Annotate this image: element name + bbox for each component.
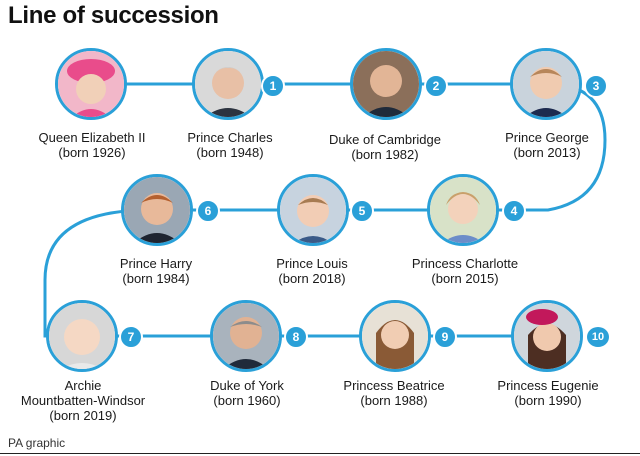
person-born: (born 1948) [196,145,264,160]
person-card-queen: Queen Elizabeth II (born 1926) [7,48,177,198]
rank-badge: 10 [585,325,611,349]
person-name: Prince Harry [119,256,193,271]
person-born: (born 2019) [49,408,117,423]
person-name-line-2: Mountbatten-Windsor [20,393,146,408]
portrait-icon [277,174,349,246]
person-name: Prince Louis [276,256,348,271]
person-name: Prince Charles [187,130,273,145]
person-name: Duke of York [210,378,284,393]
portrait-icon [350,48,422,120]
person-born: (born 2013) [513,145,581,160]
person-name: Duke of Cambridge [329,132,441,147]
portrait-icon [192,48,264,120]
person-name: Princess Charlotte [411,256,519,271]
rank-badge: 5 [350,199,374,223]
person-born: (born 1982) [351,147,419,162]
person-name: Prince George [505,130,589,145]
person-name: Princess Eugenie [497,378,599,393]
rank-badge: 7 [119,325,143,349]
person-card-louis: 5 Prince Louis (born 2018) [227,174,397,324]
person-card-archie: 7 Archie Mountbatten-Windsor (born 2019) [0,300,168,450]
rank-badge: 3 [584,74,608,98]
portrait-icon [210,300,282,372]
rank-badge: 9 [433,325,457,349]
rank-badge: 1 [261,74,285,98]
person-born: (born 1990) [514,393,582,408]
rank-badge: 6 [196,199,220,223]
person-name: Princess Beatrice [343,378,445,393]
portrait-icon [511,300,583,372]
person-born: (born 1984) [122,271,190,286]
person-name-line-1: Archie [64,378,102,393]
portrait-icon [121,174,193,246]
person-born: (born 1960) [213,393,281,408]
page-title: Line of succession [8,2,219,29]
source-credit: PA graphic [8,436,66,450]
bottom-divider [0,453,640,454]
person-born: (born 1926) [58,145,126,160]
person-born: (born 2018) [278,271,346,286]
person-card-harry: 6 Prince Harry (born 1984) [71,174,241,324]
person-card-william: 2 Duke of Cambridge (born 1982) [300,48,470,198]
person-born: (born 1988) [360,393,428,408]
rank-badge: 4 [502,199,526,223]
person-card-beatrice: 9 Princess Beatrice (born 1988) [309,300,479,450]
person-card-george: 3 Prince George (born 2013) [462,48,632,198]
person-card-eugenie: 10 Princess Eugenie (born 1990) [463,300,633,450]
person-card-andrew: 8 Duke of York (born 1960) [162,300,332,450]
portrait-icon [427,174,499,246]
rank-badge: 8 [284,325,308,349]
person-card-charlotte: 4 Princess Charlotte (born 2015) [380,174,550,324]
person-card-charles: 1 Prince Charles (born 1948) [145,48,315,198]
rank-badge: 2 [424,74,448,98]
portrait-icon [55,48,127,120]
portrait-icon [46,300,118,372]
person-name: Queen Elizabeth II [38,130,146,145]
portrait-icon [359,300,431,372]
portrait-icon [510,48,582,120]
person-born: (born 2015) [431,271,499,286]
